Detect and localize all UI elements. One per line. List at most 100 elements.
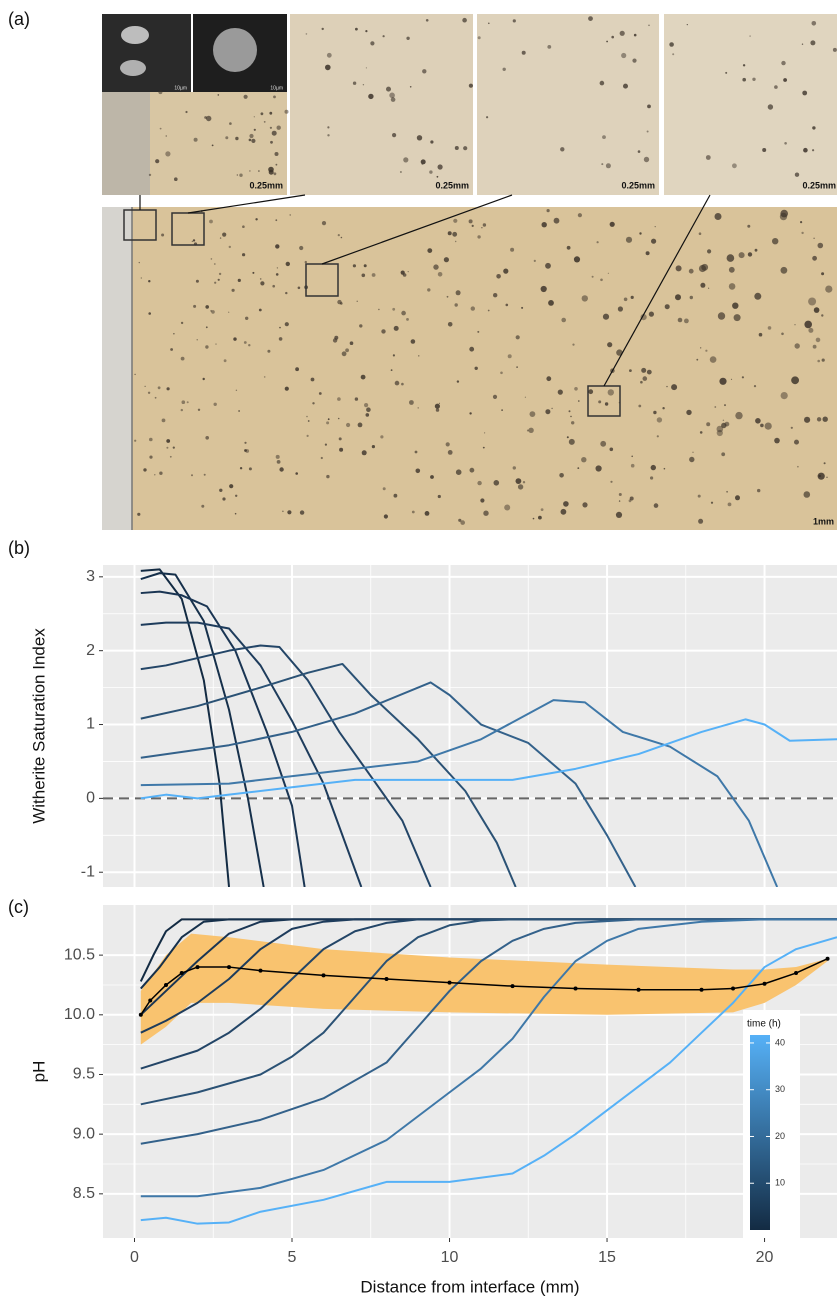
crystal xyxy=(406,318,409,321)
crystal xyxy=(609,447,614,452)
crystal xyxy=(747,252,753,257)
crystal xyxy=(425,19,429,22)
crystal xyxy=(154,396,157,399)
crystal xyxy=(284,322,289,327)
crystal xyxy=(496,274,501,279)
crystal xyxy=(299,510,305,515)
crystal xyxy=(572,343,575,346)
crystal xyxy=(409,400,414,405)
crystal xyxy=(784,142,787,145)
crystal xyxy=(180,408,183,412)
crystal xyxy=(228,311,230,313)
crystal xyxy=(407,271,409,273)
crystal xyxy=(540,508,544,511)
y-tick-label: 1 xyxy=(86,716,95,733)
crystal xyxy=(454,146,459,150)
crystal xyxy=(553,217,560,224)
crystal xyxy=(588,16,593,21)
crystal xyxy=(443,257,449,263)
crystal xyxy=(625,236,633,243)
crystal xyxy=(477,480,482,486)
crystal xyxy=(714,406,717,408)
crystal xyxy=(816,417,822,422)
crystal xyxy=(755,418,761,424)
crystal xyxy=(724,404,726,407)
crystal xyxy=(433,264,439,270)
crystal xyxy=(808,327,814,333)
crystal xyxy=(332,338,338,343)
crystal xyxy=(570,415,572,418)
crystal xyxy=(186,401,189,404)
crystal xyxy=(244,441,247,444)
crystal xyxy=(671,384,678,391)
range-band xyxy=(140,933,828,1045)
crystal xyxy=(438,402,440,404)
crystal xyxy=(229,484,234,489)
crystal xyxy=(258,308,262,312)
crystal xyxy=(211,310,215,314)
crystal xyxy=(269,126,272,129)
crystal xyxy=(566,245,571,250)
crystal xyxy=(804,416,811,423)
crystal xyxy=(382,35,385,38)
crystal xyxy=(235,389,238,391)
crystal xyxy=(268,166,274,173)
crystal xyxy=(284,109,289,114)
inset-photo xyxy=(290,14,473,195)
crystal xyxy=(166,439,171,443)
crystal xyxy=(617,306,624,312)
crystal xyxy=(609,221,615,227)
crystal xyxy=(810,40,816,46)
crystal xyxy=(631,455,633,458)
crystal xyxy=(310,377,315,382)
crystal xyxy=(801,231,804,235)
crystal xyxy=(215,343,217,345)
crystal xyxy=(598,400,602,404)
crystal xyxy=(653,410,657,415)
crystal xyxy=(381,329,386,334)
crystal xyxy=(732,163,737,169)
crystal xyxy=(263,376,266,378)
crystal xyxy=(563,501,569,507)
crystal xyxy=(253,116,255,118)
crystal xyxy=(337,397,341,401)
mean-point xyxy=(384,977,389,981)
crystal xyxy=(471,224,474,227)
crystal xyxy=(228,245,231,249)
crystal xyxy=(709,356,717,363)
series-line xyxy=(140,936,837,1225)
crystal xyxy=(822,416,828,422)
crystal xyxy=(767,326,772,330)
crystal xyxy=(503,268,509,274)
crystal xyxy=(245,449,250,453)
crystal xyxy=(378,308,380,311)
main-photo xyxy=(102,207,837,530)
plot-background xyxy=(103,565,837,887)
sem-image xyxy=(102,14,191,92)
crystal xyxy=(596,241,599,244)
crystal xyxy=(249,170,251,172)
crystal xyxy=(297,286,301,290)
crystal xyxy=(698,518,704,524)
crystal xyxy=(430,475,434,479)
crystal xyxy=(632,58,637,63)
crystal xyxy=(654,226,656,228)
crystal xyxy=(320,456,323,460)
crystal xyxy=(159,471,163,475)
crystal xyxy=(249,133,254,139)
crystal xyxy=(406,36,410,40)
crystal xyxy=(504,504,511,511)
crystal xyxy=(559,473,564,478)
crystal xyxy=(468,219,473,224)
crystal xyxy=(366,407,371,413)
crystal xyxy=(144,385,146,387)
crystal xyxy=(812,126,816,130)
crystal xyxy=(390,97,396,102)
series-line xyxy=(140,699,779,887)
crystal xyxy=(524,396,527,398)
crystal xyxy=(236,174,238,176)
crystal xyxy=(414,450,418,454)
crystal xyxy=(821,358,825,362)
crystal xyxy=(355,27,358,31)
crystal xyxy=(656,417,663,423)
